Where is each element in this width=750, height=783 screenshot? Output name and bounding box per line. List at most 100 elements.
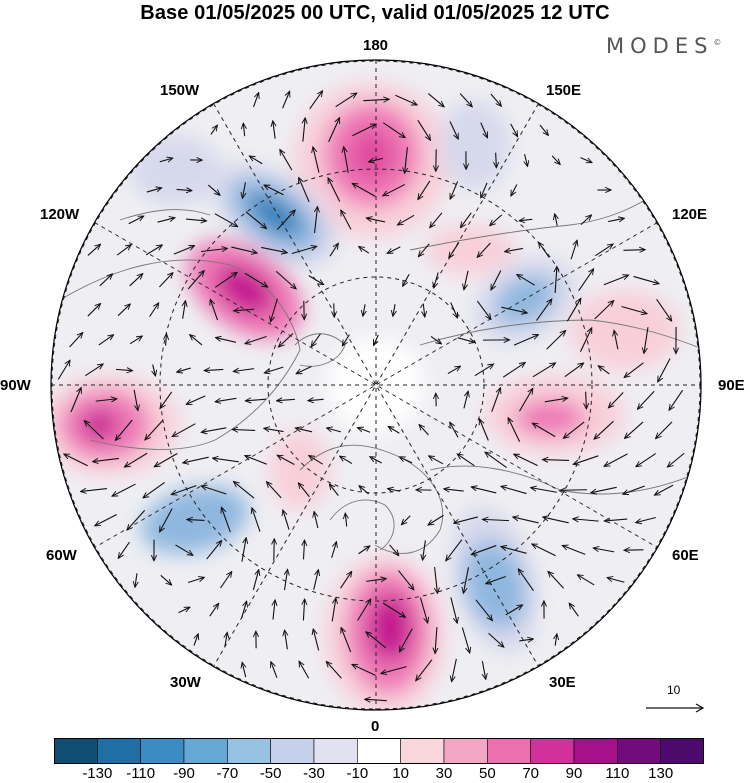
- colorbar-tick-label: -110: [126, 765, 156, 782]
- colorbar-tick-label: 70: [522, 765, 539, 782]
- lon-label-120w: 120W: [40, 206, 80, 223]
- wind-arrow: [614, 331, 619, 350]
- wind-arrow: [505, 248, 523, 251]
- wind-arrow: [501, 547, 527, 554]
- wind-arrow: [285, 631, 288, 650]
- wind-arrow: [160, 391, 173, 408]
- wind-arrow: [328, 178, 341, 202]
- wind-arrow: [98, 335, 113, 346]
- wind-arrow: [478, 242, 491, 257]
- wind-arrow: [578, 575, 595, 586]
- wind-arrow: [175, 544, 192, 555]
- wind-arrow: [417, 119, 430, 140]
- wind-arrow: [340, 456, 353, 465]
- wind-arrow: [244, 272, 267, 286]
- wind-arrow: [280, 150, 293, 171]
- wind-arrow: [536, 299, 551, 321]
- wind-arrow: [309, 456, 324, 465]
- wind-arrow: [133, 389, 138, 410]
- colorbar-tick-label: -90: [173, 765, 195, 782]
- wind-arrow: [299, 662, 310, 679]
- wind-arrow: [112, 483, 136, 496]
- map-border: [50, 59, 702, 711]
- wind-arrow: [608, 218, 624, 221]
- wind-arrow: [159, 158, 173, 162]
- wind-arrow: [296, 428, 313, 433]
- wind-arrow: [308, 399, 324, 400]
- colorbar-swatch: [97, 738, 141, 764]
- wind-arrow: [393, 304, 395, 315]
- wind-arrow: [423, 540, 426, 559]
- wind-arrow: [450, 302, 458, 317]
- wind-arrow: [201, 249, 227, 252]
- wind-arrow: [243, 182, 246, 197]
- wind-arrow: [243, 124, 244, 137]
- wind-arrow: [546, 331, 566, 350]
- wind-arrow: [563, 546, 586, 555]
- wind-arrow: [452, 658, 457, 681]
- wind-arrow: [655, 484, 674, 495]
- wind-arrow: [225, 633, 227, 648]
- wind-arrow: [486, 576, 506, 584]
- wind-arrow: [117, 304, 130, 317]
- wind-arrow: [605, 453, 628, 466]
- wind-arrow: [214, 273, 236, 288]
- wind-arrow: [428, 514, 444, 525]
- wind-arrow: [423, 303, 425, 317]
- wind-arrow: [636, 453, 656, 467]
- wind-arrow: [485, 452, 507, 468]
- colorbar-swatch: [617, 738, 661, 764]
- wind-arrow: [341, 211, 352, 230]
- wind-arrow: [93, 457, 119, 461]
- wind-arrow: [128, 216, 144, 225]
- wind-arrow: [210, 126, 217, 135]
- wind-arrow: [594, 548, 615, 553]
- wind-arrow: [595, 244, 612, 257]
- wind-arrow: [570, 604, 579, 617]
- wind-arrow: [213, 458, 239, 463]
- wind-arrow: [119, 541, 130, 558]
- wind-arrow: [586, 391, 587, 409]
- wind-arrow: [608, 578, 625, 583]
- wind-arrow: [291, 247, 316, 255]
- wind-arrow: [365, 699, 387, 700]
- wind-arrow: [458, 454, 475, 467]
- wind-arrow: [430, 336, 441, 343]
- wind-arrow: [625, 362, 644, 377]
- wind-arrow: [331, 599, 336, 622]
- wind-arrow: [313, 629, 320, 651]
- wind-arrow: [447, 366, 460, 375]
- colorbar-swatch: [357, 738, 401, 764]
- wind-vectors: [57, 91, 685, 700]
- wind-arrow: [115, 369, 132, 370]
- wind-arrow: [159, 273, 172, 288]
- wind-arrow: [539, 243, 550, 258]
- lon-label-120e: 120E: [672, 206, 708, 223]
- wind-arrow: [508, 418, 521, 442]
- colorbar-swatch: [573, 738, 618, 764]
- wind-arrow: [187, 395, 206, 404]
- wind-arrow: [303, 600, 304, 621]
- wind-arrow: [525, 153, 528, 166]
- colorbar-tick-label: 110: [605, 765, 630, 782]
- wind-arrow: [264, 185, 284, 196]
- wind-arrow: [555, 634, 557, 646]
- wind-arrow: [418, 180, 431, 199]
- wind-arrow: [340, 572, 352, 589]
- wind-arrow: [429, 456, 444, 465]
- wind-arrow: [483, 519, 510, 520]
- colorbar-swatch: [227, 738, 271, 764]
- wind-arrow: [283, 510, 290, 530]
- wind-arrow: [344, 147, 349, 173]
- wind-arrow: [69, 333, 83, 348]
- wind-arrow: [222, 508, 231, 533]
- wind-arrow: [127, 509, 146, 529]
- wind-arrow: [194, 634, 198, 646]
- colorbar-swatch: [487, 738, 531, 764]
- wind-arrow: [216, 397, 237, 401]
- wind-arrow: [172, 485, 197, 495]
- wind-arrow: [160, 574, 172, 584]
- wind-arrow: [299, 483, 310, 498]
- wind-arrow: [234, 309, 255, 311]
- wind-arrow: [656, 298, 672, 320]
